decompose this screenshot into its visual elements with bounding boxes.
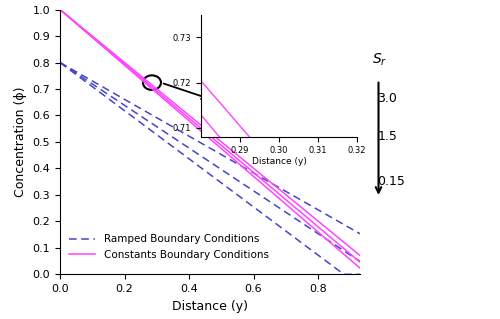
Text: 1.5: 1.5 xyxy=(378,130,398,143)
Y-axis label: Concentration (ϕ): Concentration (ϕ) xyxy=(14,87,27,197)
Text: 0.15: 0.15 xyxy=(378,175,406,188)
Legend: Ramped Boundary Conditions, Constants Boundary Conditions: Ramped Boundary Conditions, Constants Bo… xyxy=(65,230,273,264)
Text: 3.0: 3.0 xyxy=(378,92,398,105)
X-axis label: Distance (y): Distance (y) xyxy=(172,300,248,313)
Text: $S_r$: $S_r$ xyxy=(372,52,388,68)
